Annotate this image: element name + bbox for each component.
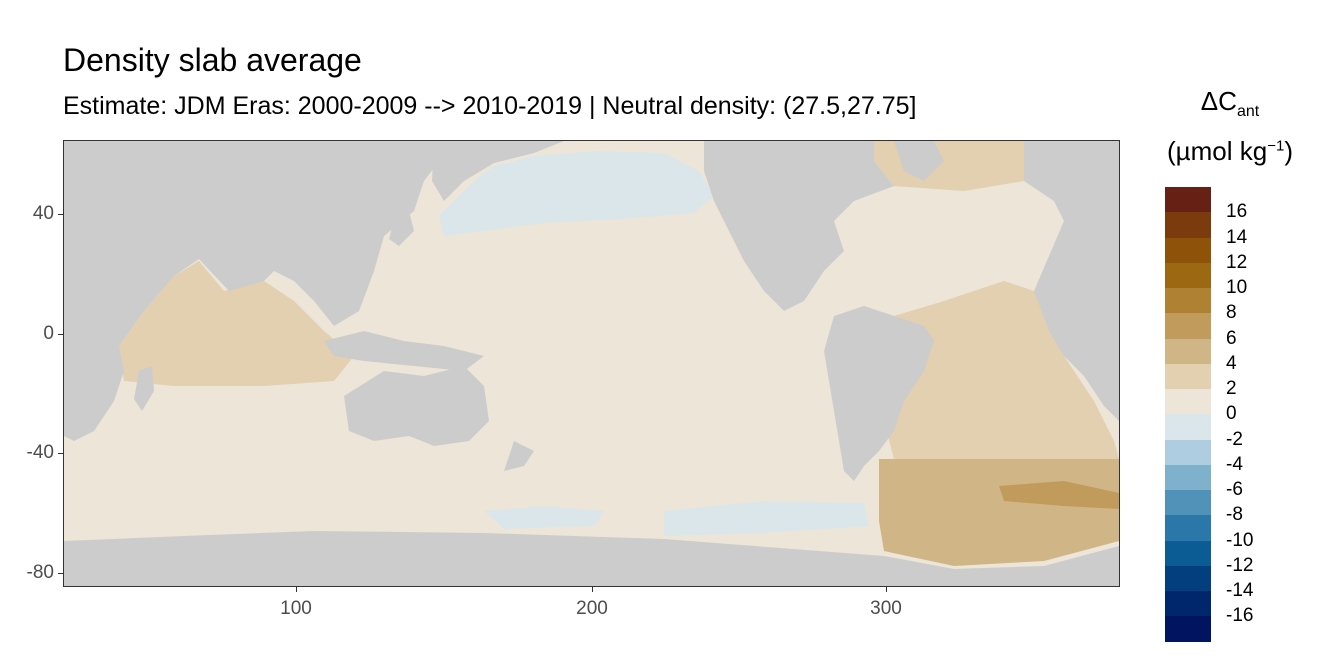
legend-label: -12 <box>1226 554 1254 576</box>
y-tick-label: 40 <box>32 203 54 224</box>
y-tick-label: -40 <box>26 442 54 463</box>
legend-unit-sup: −1 <box>1267 137 1285 155</box>
northern-indian-ocean-region <box>119 261 354 386</box>
land-japan <box>389 211 414 246</box>
legend-title-sub: ant <box>1236 103 1260 121</box>
legend-swatch <box>1165 565 1211 591</box>
x-tick-mark <box>592 587 593 592</box>
chart-subtitle: Estimate: JDM Eras: 2000-2009 --> 2010-2… <box>63 92 917 120</box>
land-greenland <box>894 141 944 181</box>
x-tick-label: 100 <box>280 598 312 619</box>
y-tick-mark <box>58 214 63 215</box>
land-northeast-asia <box>432 141 564 201</box>
legend-label: -14 <box>1226 580 1254 601</box>
land-south-america <box>824 306 934 481</box>
legend-swatch <box>1165 313 1211 339</box>
legend-swatch <box>1165 187 1211 213</box>
legend-label: -4 <box>1226 453 1243 475</box>
legend-swatch <box>1165 414 1211 440</box>
x-tick-mark <box>886 587 887 592</box>
antarctic-margin-region-2 <box>484 506 604 529</box>
legend-label: 12 <box>1226 251 1248 273</box>
north-atlantic-region <box>844 196 1054 291</box>
legend-swatch <box>1165 591 1211 617</box>
legend-swatch <box>1165 389 1211 415</box>
y-tick-mark <box>58 573 63 574</box>
map-svg <box>64 141 1119 586</box>
legend-label: -8 <box>1226 504 1243 526</box>
land-new-zealand <box>504 441 534 471</box>
legend-label: -6 <box>1226 479 1243 500</box>
legend-unit-prefix: (µmol kg <box>1167 136 1268 166</box>
legend-swatch <box>1165 515 1211 541</box>
y-tick-mark <box>58 453 63 454</box>
legend-swatch <box>1165 212 1211 238</box>
land-africa-east <box>1024 141 1119 421</box>
legend-swatch <box>1165 363 1211 389</box>
land-north-america <box>704 141 894 311</box>
legend-label: 10 <box>1226 277 1248 298</box>
atlantic-southern-ocean-region <box>879 459 1119 566</box>
legend-swatch <box>1165 490 1211 516</box>
y-tick-label: -80 <box>26 562 54 583</box>
legend-swatch <box>1165 439 1211 465</box>
legend-label: 16 <box>1226 201 1248 223</box>
legend-swatch <box>1165 338 1211 364</box>
legend-label: 6 <box>1226 327 1237 349</box>
y-tick-mark <box>58 334 63 335</box>
x-tick-mark <box>296 587 297 592</box>
chart-title: Density slab average <box>63 42 362 78</box>
legend-unit-suffix: ) <box>1284 136 1293 166</box>
legend-colorbar <box>1165 187 1211 642</box>
land-asia <box>184 141 439 326</box>
y-tick-label: 0 <box>43 323 54 344</box>
atlantic-southern-core-region <box>999 481 1119 509</box>
south-atlantic-region <box>874 281 1119 459</box>
legend-label: -16 <box>1226 605 1254 627</box>
map-panel <box>63 140 1120 587</box>
x-tick-label: 200 <box>576 598 608 619</box>
legend-swatch <box>1165 262 1211 288</box>
legend-label: 8 <box>1226 302 1237 324</box>
legend-swatch <box>1165 616 1211 642</box>
legend-title: ΔCant <box>1160 86 1300 121</box>
antarctic-margin-region <box>664 501 869 536</box>
legend-label: 4 <box>1226 352 1237 374</box>
legend-label: 0 <box>1226 403 1237 425</box>
x-tick-label: 300 <box>870 598 902 619</box>
land-antarctica <box>64 531 1119 586</box>
legend-unit: (µmol kg−1) <box>1160 136 1300 167</box>
north-pacific-subpolar-region <box>439 151 714 236</box>
land-africa <box>64 141 304 441</box>
legend-swatch <box>1165 288 1211 314</box>
legend-label: 14 <box>1226 226 1248 248</box>
legend-swatch <box>1165 540 1211 566</box>
legend-title-main: ΔC <box>1200 86 1237 116</box>
land-madagascar <box>134 366 154 411</box>
land-australia <box>344 366 489 446</box>
legend-label: -10 <box>1226 529 1254 551</box>
legend-label: -2 <box>1226 428 1243 450</box>
legend-label: 2 <box>1226 378 1237 399</box>
legend-swatch <box>1165 237 1211 263</box>
land-maritime-continent <box>324 331 484 371</box>
legend-swatch <box>1165 464 1211 490</box>
